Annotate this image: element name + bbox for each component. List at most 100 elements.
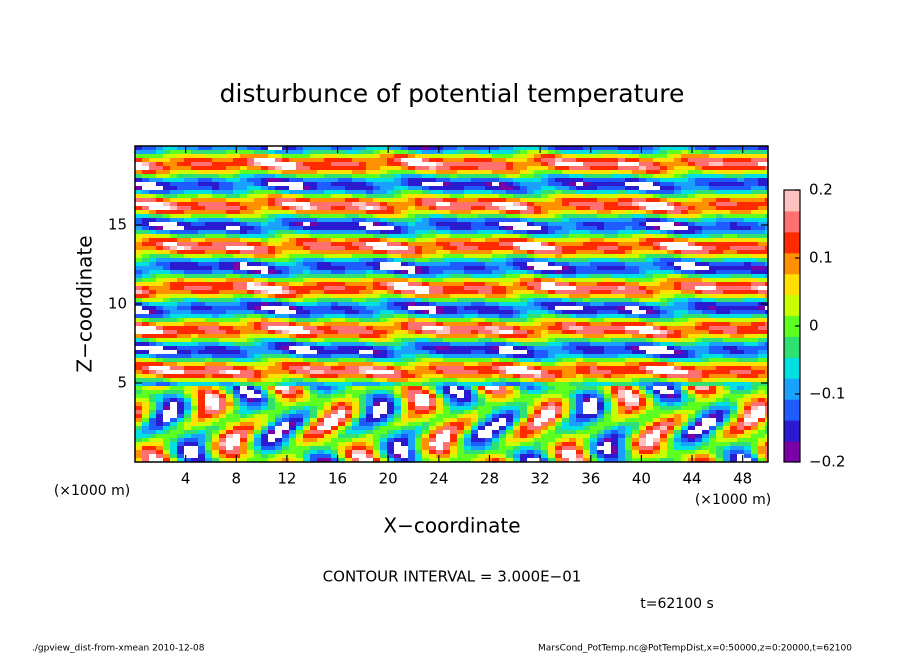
field-cell [555,358,563,363]
field-cell [548,338,556,343]
field-cell [534,202,542,207]
field-cell [394,218,402,223]
field-cell [513,182,521,187]
field-cell [450,158,458,163]
field-cell [765,350,768,355]
field-cell [324,186,332,191]
field-cell [653,210,661,215]
field-cell [702,162,710,167]
field-cell [170,346,178,351]
field-cell [191,346,199,351]
field-cell [296,282,304,287]
field-cell [401,266,409,271]
field-cell [625,270,633,275]
field-cell [562,242,570,247]
field-cell [226,354,234,359]
field-cell [352,218,360,223]
field-cell [611,318,619,323]
field-cell [135,218,143,223]
field-cell [289,338,297,343]
field-cell [534,242,542,247]
field-cell [233,322,241,327]
field-cell [618,246,626,251]
field-cell [632,246,640,251]
field-cell [219,222,227,227]
field-cell [142,330,150,335]
field-cell [618,270,626,275]
field-cell [443,206,451,211]
field-cell [590,158,598,163]
field-cell [184,350,192,355]
field-cell [408,270,416,275]
field-cell [758,242,766,247]
field-cell [163,298,171,303]
field-cell [667,226,675,231]
field-cell [156,150,164,155]
field-cell [548,154,556,159]
field-cell [142,322,150,327]
field-cell [366,258,374,263]
field-cell [506,230,514,235]
field-cell [184,150,192,155]
field-cell [737,154,745,159]
field-cell [562,346,570,351]
field-cell [359,286,367,291]
field-cell [492,310,500,315]
field-cell [443,218,451,223]
field-cell [534,206,542,211]
field-cell [737,174,745,179]
field-cell [429,186,437,191]
field-cell [597,150,605,155]
field-cell [443,226,451,231]
field-cell [583,318,591,323]
field-cell [422,266,430,271]
field-cell [163,174,171,179]
field-cell [471,166,479,171]
field-cell [184,202,192,207]
field-cell [485,310,493,315]
field-cell [261,282,269,287]
field-cell [177,310,185,315]
field-cell [345,302,353,307]
field-cell [457,354,465,359]
field-cell [401,286,409,291]
field-cell [541,230,549,235]
field-cell [324,198,332,203]
field-cell [520,266,528,271]
field-cell [317,206,325,211]
field-cell [611,282,619,287]
field-cell [464,330,472,335]
field-cell [562,154,570,159]
field-cell [394,174,402,179]
field-cell [464,350,472,355]
field-cell [338,230,346,235]
field-cell [513,178,521,183]
field-cell [632,198,640,203]
field-cell [310,226,318,231]
field-cell [604,274,612,279]
field-cell [562,358,570,363]
field-cell [730,302,738,307]
field-cell [674,282,682,287]
field-cell [646,222,654,227]
field-cell [625,322,633,327]
field-cell [534,350,542,355]
field-cell [478,290,486,295]
field-cell [436,210,444,215]
field-cell [156,202,164,207]
field-cell [359,190,367,195]
field-cell [198,266,206,271]
field-cell [443,278,451,283]
field-cell [408,194,416,199]
field-cell [177,262,185,267]
field-cell [233,362,241,367]
field-cell [156,222,164,227]
field-cell [583,174,591,179]
field-cell [177,358,185,363]
field-cell [513,298,521,303]
field-cell [261,362,269,367]
field-cell [387,218,395,223]
field-cell [212,242,220,247]
field-cell [688,174,696,179]
field-cell [352,258,360,263]
